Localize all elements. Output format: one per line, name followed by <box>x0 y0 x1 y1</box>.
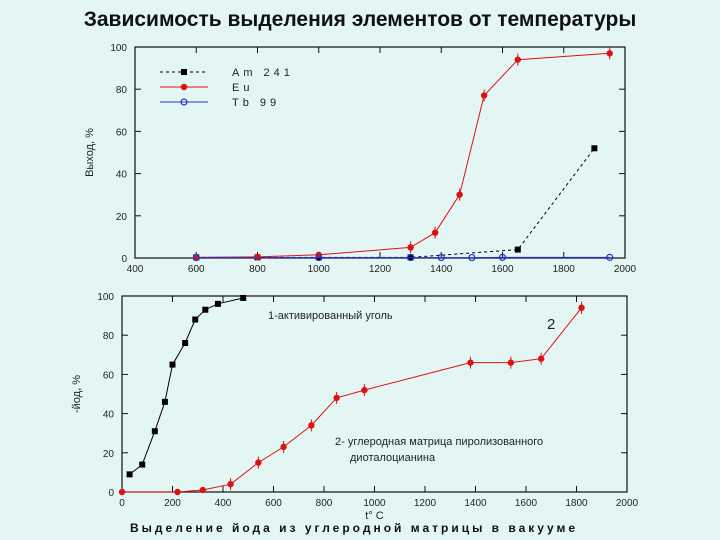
top-chart: 400 600 800 1000 1200 1400 1600 1800 2000 0 20 40 60… <box>84 43 637 275</box>
legend-marker-1 <box>181 69 187 75</box>
y-axis-label: -йод, % <box>71 375 83 413</box>
slide-caption: Выделение йода из углеродной матрицы в в… <box>130 521 579 535</box>
x-tick-label: 1600 <box>515 498 538 509</box>
y-tick-label: 0 <box>121 254 127 265</box>
x-tick-label: 600 <box>265 498 282 509</box>
slide-title: Зависимость выделения элементов от темпе… <box>83 8 637 31</box>
plot-frame <box>134 46 626 259</box>
x-tick-label: 1400 <box>464 498 487 509</box>
series-line-2 <box>122 307 582 493</box>
data-point-s2 <box>514 56 522 63</box>
y-tick-label: 60 <box>116 127 128 138</box>
y-tick-label: 40 <box>103 410 115 421</box>
y-tick-label: 0 <box>108 488 114 499</box>
data-point-s2 <box>456 191 463 198</box>
data-point-s2 <box>480 92 488 99</box>
legend-label-3: Tb 99 <box>232 97 280 109</box>
data-point-s1 <box>214 300 221 307</box>
series-line-1 <box>129 297 244 475</box>
data-point-s2 <box>174 488 181 496</box>
x-tick-label: 2000 <box>614 264 637 275</box>
data-point-s2 <box>578 304 585 311</box>
y-tick-label: 60 <box>103 370 115 381</box>
data-point-s3 <box>437 253 445 262</box>
x-tick-label: 400 <box>215 498 232 509</box>
data-point-s2 <box>199 486 206 494</box>
data-point-s1 <box>169 361 176 368</box>
y-tick-label: 100 <box>110 43 127 54</box>
data-point-s2 <box>193 254 200 261</box>
x-tick-label: 200 <box>164 498 181 509</box>
x-tick-label: 600 <box>188 264 205 275</box>
data-point-s1 <box>192 316 199 323</box>
data-point-s1 <box>151 428 158 435</box>
data-point-s1 <box>202 306 209 313</box>
x-tick-label: 1000 <box>308 264 331 275</box>
data-point-s2 <box>467 359 474 366</box>
data-point-s2 <box>333 394 340 402</box>
y-tick-label: 80 <box>116 85 128 96</box>
y-tick-label: 40 <box>116 170 128 181</box>
x-tick-label: 1200 <box>369 264 392 275</box>
x-tick-label: 1800 <box>565 498 588 509</box>
data-point-s1 <box>139 461 146 468</box>
legend-label-2: Eu <box>232 82 253 94</box>
data-point-s1 <box>126 471 133 478</box>
series-line-1 <box>196 147 595 258</box>
x-tick-label: 1600 <box>491 264 514 275</box>
data-point-s1 <box>182 340 189 347</box>
x-tick-label: 1400 <box>430 264 453 275</box>
data-point-s3 <box>192 253 200 262</box>
data-point-s3 <box>407 253 415 262</box>
y-axis-label: Выход, % <box>84 128 96 177</box>
legend-marker-3 <box>180 98 188 106</box>
data-point-s2 <box>118 488 126 496</box>
data-point-s1 <box>514 246 521 253</box>
data-point-s2 <box>507 359 515 366</box>
annotation-series1: 1-активированный уголь <box>268 310 393 322</box>
annotation-series2-line1: 2- углеродная матрица пиролизованного <box>335 436 543 448</box>
x-tick-label: 400 <box>127 264 144 275</box>
data-point-s2 <box>227 480 234 488</box>
data-point-s2 <box>537 355 545 362</box>
bottom-chart: 0 200 400 600 800 1000 1200 1400 1600 1800 2000 0 20… <box>71 292 639 522</box>
y-tick-label: 20 <box>116 212 128 223</box>
data-point-s2 <box>606 50 613 57</box>
x-tick-label: 1800 <box>553 264 576 275</box>
data-point-s2 <box>361 386 368 394</box>
data-point-s1 <box>161 398 168 405</box>
annotation-label-2: 2 <box>547 316 555 333</box>
x-tick-label: 2000 <box>616 498 639 509</box>
data-point-s3 <box>606 253 614 261</box>
x-tick-label: 800 <box>316 498 333 509</box>
data-point-s3 <box>498 253 507 261</box>
data-point-s3 <box>468 253 476 262</box>
data-point-s3 <box>315 253 323 262</box>
x-axis-label: t° C <box>365 510 384 522</box>
x-tick-label: 0 <box>119 498 125 509</box>
series-line-2 <box>196 52 610 258</box>
data-point-s2 <box>280 443 287 451</box>
y-tick-label: 20 <box>103 449 115 460</box>
legend-label-1: Am 241 <box>232 67 294 79</box>
x-tick-label: 800 <box>249 264 266 275</box>
x-tick-label: 1200 <box>414 498 437 509</box>
x-tick-label: 1000 <box>363 498 386 509</box>
data-point-s2 <box>254 253 261 261</box>
data-point-s1 <box>591 145 598 152</box>
data-point-s2 <box>308 422 315 429</box>
data-point-s1 <box>240 294 247 301</box>
legend-marker-2 <box>180 83 188 91</box>
data-point-s2 <box>407 244 414 251</box>
annotation-series2-line2: диоталоцианина <box>350 452 436 464</box>
y-tick-label: 80 <box>103 331 115 342</box>
data-point-s2 <box>431 229 439 236</box>
data-point-s2 <box>255 459 262 466</box>
y-tick-label: 100 <box>97 292 114 303</box>
